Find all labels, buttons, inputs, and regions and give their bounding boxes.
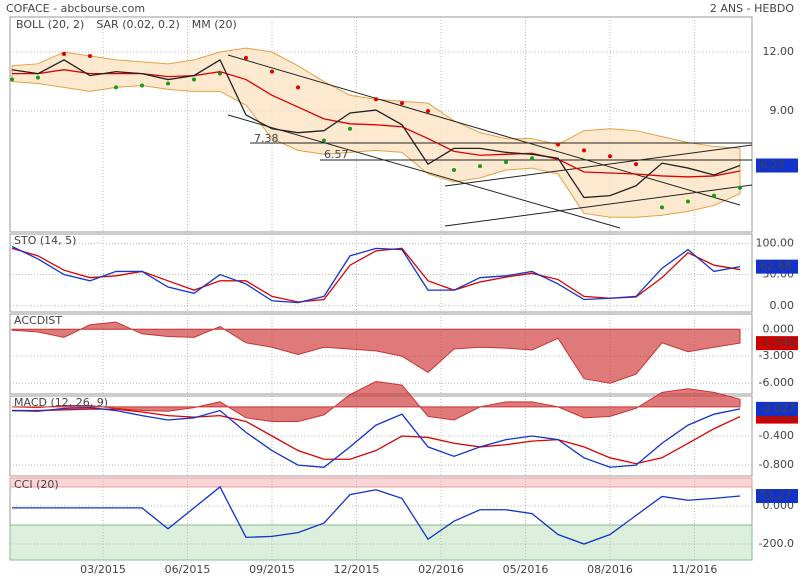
sar-dot <box>634 162 638 167</box>
sar-dot <box>608 154 612 159</box>
line <box>12 408 741 465</box>
lower-band <box>9 524 753 561</box>
y-tick-label: 0.00 <box>770 299 795 312</box>
x-tick-label: 02/2016 <box>418 563 464 576</box>
trendline <box>444 184 753 227</box>
y-tick-label: -0.800 <box>759 458 794 471</box>
x-tick-label: 08/2016 <box>587 563 633 576</box>
annotation: 7.38 <box>254 132 279 145</box>
chart-title: COFACE - abcbourse.com <box>6 2 145 15</box>
trendline <box>227 114 621 229</box>
sar-dot <box>426 109 430 114</box>
x-tick-label: 03/2015 <box>80 563 126 576</box>
sar-dot <box>556 142 560 147</box>
trendline <box>227 54 741 206</box>
annotation: 6.57 <box>324 148 349 161</box>
x-tick-label: 11/2016 <box>672 563 718 576</box>
sar-dot <box>530 156 534 161</box>
sar-dot <box>660 205 664 210</box>
last-value-box <box>756 158 798 173</box>
sar-dot <box>10 77 14 82</box>
sar-dot <box>478 164 482 169</box>
sar-dot <box>504 160 508 165</box>
last-value-box <box>756 401 798 416</box>
sar-dot <box>244 55 248 60</box>
sar-dot <box>400 101 404 106</box>
y-tick-label: 0.000 <box>763 322 795 335</box>
sar-dot <box>36 75 40 80</box>
last-value-label: -0.027 <box>760 402 795 415</box>
x-tick-label: 05/2016 <box>503 563 549 576</box>
last-value-label: 6.23 <box>760 159 785 172</box>
trendline <box>444 144 753 187</box>
area <box>11 380 741 422</box>
last-value-box <box>756 489 798 504</box>
sar-dot <box>140 83 144 88</box>
last-value-box <box>756 259 798 274</box>
x-tick-label: 06/2015 <box>165 563 211 576</box>
legend-entry: SAR (0.02, 0.2) <box>96 18 179 31</box>
sar-dot <box>712 193 716 198</box>
bollinger-band <box>11 47 741 218</box>
y-tick-label: 12.00 <box>763 45 795 58</box>
y-tick-label: -6.000 <box>759 376 794 389</box>
line <box>12 485 741 545</box>
sar-dot <box>686 199 690 204</box>
sar-dot <box>322 138 326 143</box>
sar-dot <box>88 53 92 58</box>
panel-title: ACCDIST <box>14 314 62 327</box>
last-value-box <box>756 336 798 351</box>
legend-entry: BOLL (20, 2) <box>16 18 84 31</box>
sar-dot <box>62 51 66 56</box>
panel-title: STO (14, 5) <box>14 234 76 247</box>
panel <box>9 233 753 313</box>
chart-subtitle: 2 ANS - HEBDO <box>710 2 794 15</box>
sar-dot <box>738 185 742 190</box>
trendlines <box>227 54 753 229</box>
sar-dot <box>296 85 300 90</box>
sar-dot <box>114 85 118 90</box>
sar-dot <box>348 126 352 131</box>
sar-dot <box>452 168 456 173</box>
y-tick-label: 9.00 <box>770 104 795 117</box>
sar-dot <box>192 77 196 82</box>
x-tick-label: 09/2015 <box>249 563 295 576</box>
legend-entry: MM (20) <box>192 18 237 31</box>
y-tick-label: -200.0 <box>759 537 794 550</box>
area <box>11 321 741 384</box>
sar-dot <box>166 81 170 86</box>
line <box>11 406 741 468</box>
y-tick-label: -0.400 <box>759 429 794 442</box>
upper-band <box>9 477 753 488</box>
panel-title: CCI (20) <box>14 478 59 491</box>
last-value-label: 62.68 <box>760 260 792 273</box>
last-value-label: -1.540 <box>760 336 795 349</box>
x-tick-label: 12/2015 <box>334 563 380 576</box>
y-tick-label: -3.000 <box>759 349 794 362</box>
panel-title: MACD (12, 26, 9) <box>14 396 108 409</box>
y-tick-label: 100.00 <box>756 236 795 249</box>
sar-dot <box>374 97 378 102</box>
line <box>11 58 741 199</box>
line <box>12 69 741 178</box>
sar-dot <box>582 148 586 153</box>
line <box>11 245 741 304</box>
last-value-label: 52.27 <box>760 489 792 502</box>
sar-dot <box>270 69 274 74</box>
